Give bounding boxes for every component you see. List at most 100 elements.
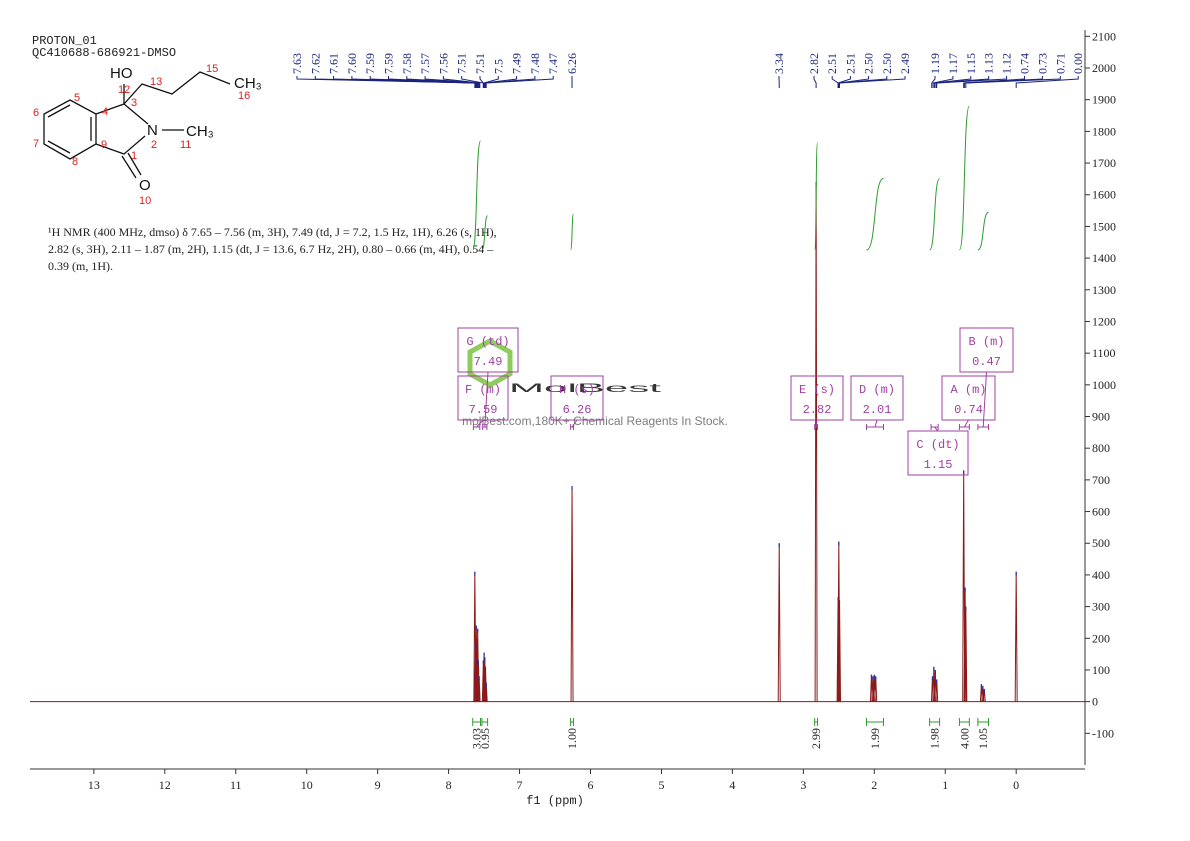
y-tick-label: 1800	[1092, 124, 1116, 138]
y-tick-label: 200	[1092, 631, 1110, 645]
peak-label-connector	[1015, 76, 1079, 88]
y-tick-label: -100	[1092, 726, 1114, 740]
peak-label-connector	[839, 76, 906, 88]
peak	[935, 679, 939, 702]
multiplet-shift: 7.49	[474, 355, 503, 369]
peak-label-connector	[479, 76, 484, 88]
description-line: ¹H NMR (400 MHz, dmso) δ 7.65 – 7.56 (m,…	[48, 225, 497, 239]
y-tick-label: 2100	[1092, 29, 1116, 43]
peak-label-connector	[932, 76, 954, 88]
peak-label: 0.00	[1071, 53, 1085, 74]
multiplet-connector	[963, 419, 969, 428]
peak-label: 0.73	[1035, 53, 1049, 74]
watermark: MolBest molBest.com,180K+ Chemical Reage…	[462, 338, 728, 428]
atom-number: 4	[102, 106, 108, 118]
integral-label: 2.99	[809, 728, 823, 749]
peak-label: 1.17	[946, 53, 960, 74]
peak	[484, 682, 488, 702]
y-tick-label: 1900	[1092, 93, 1116, 107]
description-line: 0.39 (m, 1H).	[48, 259, 113, 273]
peak-label-connector	[965, 76, 1061, 88]
atom-number: 13	[150, 76, 162, 88]
peak-label: 0.71	[1053, 53, 1067, 74]
x-tick-label: 6	[587, 778, 593, 792]
multiplet-range	[930, 424, 939, 430]
atom-number: 15	[206, 63, 218, 75]
multiplet-name: D (m)	[859, 383, 895, 397]
structure-bonds	[43, 71, 231, 179]
atom-label: N	[147, 122, 158, 139]
atom-number: 8	[72, 156, 78, 168]
y-tick-label: 100	[1092, 663, 1110, 677]
y-tick-label: 0	[1092, 695, 1098, 709]
peak-label: 7.51	[455, 53, 469, 74]
peak-label: 7.59	[363, 53, 377, 74]
peak-label-connector	[935, 76, 990, 88]
y-tick-label: 900	[1092, 410, 1110, 424]
peak	[483, 657, 487, 702]
peak	[477, 676, 481, 702]
atom-label: CH₃	[186, 123, 214, 140]
atom-number: 16	[238, 90, 250, 102]
x-tick-label: 10	[301, 778, 313, 792]
y-tick-label: 1200	[1092, 314, 1116, 328]
peak-label: 7.51	[473, 53, 487, 74]
multiplet-range	[472, 424, 481, 430]
multiplet-connector	[484, 371, 489, 428]
peak-label: 7.47	[546, 53, 560, 74]
x-tick-label: 5	[658, 778, 664, 792]
x-tick-label: 11	[230, 778, 242, 792]
multiplet-range	[977, 424, 990, 430]
peak-label-connector	[837, 76, 851, 88]
integral-bracket	[977, 718, 990, 726]
atom-label: O	[139, 177, 151, 194]
x-tick-label: 13	[88, 778, 100, 792]
atom-number: 12	[118, 84, 130, 96]
side-chain	[123, 71, 231, 105]
integral-curve	[958, 105, 970, 251]
peak-label: 7.59	[382, 53, 396, 74]
atom-label: HO	[110, 65, 133, 82]
atom-number: 2	[151, 139, 157, 151]
x-tick-label: 7	[517, 778, 523, 792]
ring-double-bonds	[47, 104, 92, 154]
integral-curve	[929, 178, 941, 251]
peak-label: 7.61	[327, 53, 341, 74]
peak-label-connector	[424, 76, 480, 88]
multiplet-name: B (m)	[968, 335, 1004, 349]
peak-label-connector	[483, 76, 499, 88]
y-tick-label: 800	[1092, 441, 1110, 455]
integral-label: 4.00	[957, 728, 971, 749]
integral-bracket	[865, 718, 885, 726]
integral-label: 1.05	[976, 728, 990, 749]
integral-label: 1.98	[928, 728, 942, 749]
x-tick-label: 9	[375, 778, 381, 792]
description-line: 2.82 (s, 3H), 2.11 – 1.87 (m, 2H), 1.15 …	[48, 242, 494, 256]
watermark-logo	[467, 338, 513, 388]
peak-label: 2.49	[898, 53, 912, 74]
peak-label: 7.49	[510, 53, 524, 74]
y-tick-label: 300	[1092, 600, 1110, 614]
y-tick-label: 1100	[1092, 346, 1116, 360]
peak-label-connector	[838, 76, 888, 88]
x-tick-label: 0	[1013, 778, 1019, 792]
y-tick-label: 1600	[1092, 188, 1116, 202]
multiplet-range	[814, 424, 819, 430]
integral-curve	[977, 211, 989, 251]
integral-curve	[570, 213, 574, 251]
x-tick-label: 3	[800, 778, 806, 792]
integral-bracket	[929, 718, 941, 726]
peak-label: 0.74	[1018, 53, 1032, 74]
multiplet-name: F (m)	[465, 383, 501, 397]
peak-label: 7.56	[436, 53, 450, 74]
multiplet-range	[865, 424, 885, 430]
peak-label: 7.5	[491, 59, 505, 74]
peak-label: 7.63	[290, 53, 304, 74]
y-tick-label: 2000	[1092, 61, 1116, 75]
peak-label-connector	[388, 76, 479, 88]
multiplet-shift: 6.26	[563, 403, 592, 417]
multiplet-connector	[982, 371, 987, 428]
multiplet-name: H (s)	[559, 383, 595, 397]
peak-label-connector	[442, 76, 481, 88]
